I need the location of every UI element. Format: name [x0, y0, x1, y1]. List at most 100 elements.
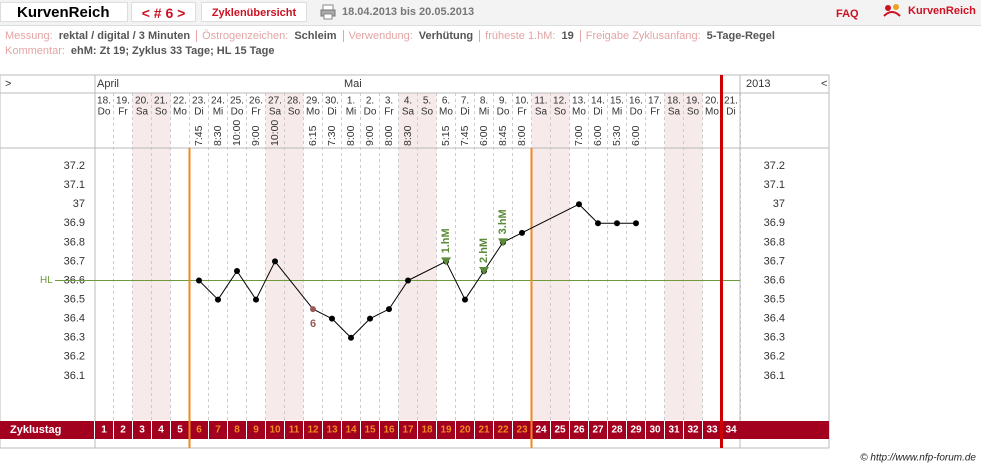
cycle-day: 7: [215, 425, 221, 436]
temp-segment: [274, 261, 314, 310]
temp-segment: [331, 318, 352, 339]
y-tick-label: 36.7: [764, 255, 785, 267]
temp-segment: [483, 242, 504, 272]
weekday-label: Mi: [346, 107, 357, 118]
date-label: 14.: [591, 96, 605, 107]
weekday-label: Sa: [136, 107, 149, 118]
temp-segment: [521, 203, 580, 234]
cycle-day: 16: [383, 425, 395, 436]
time-label: 6:00: [592, 125, 604, 146]
y-tick-label: 36.2: [64, 351, 85, 363]
weekday-label: Fr: [517, 107, 527, 118]
footer: © http://www.nfp-forum.de: [860, 453, 976, 464]
info-label: Freigabe Zyklusanfang:: [579, 30, 701, 42]
weekday-label: Do: [98, 107, 111, 118]
weekday-label: Sa: [535, 107, 548, 118]
weekday-label: So: [554, 107, 567, 118]
cycle-nav[interactable]: < # 6 >: [131, 2, 196, 22]
faq-link[interactable]: FAQ: [836, 8, 859, 20]
weekend-shade: [664, 93, 684, 420]
weekday-label: Mi: [479, 107, 490, 118]
temp-segment: [236, 270, 257, 300]
date-label: 19.: [686, 96, 700, 107]
cycle-day: 32: [687, 425, 699, 436]
weekday-label: Di: [327, 107, 336, 118]
print-icon[interactable]: [320, 4, 336, 20]
date-label: 21.: [724, 96, 738, 107]
date-label: 10.: [515, 96, 529, 107]
weekday-label: Di: [593, 107, 602, 118]
cycle-day: 31: [668, 425, 680, 436]
info-label: Kommentar:: [5, 45, 65, 57]
time-label: 8:30: [402, 125, 414, 146]
time-label: 10:00: [231, 120, 243, 146]
y-tick-label: 36.7: [64, 255, 85, 267]
hm-marker: [441, 257, 451, 266]
cycle-day: 28: [611, 425, 623, 436]
date-label: 24.: [211, 96, 225, 107]
y-tick-label: 36.1: [764, 370, 785, 382]
date-label: 18.: [667, 96, 681, 107]
temp-point: [253, 296, 259, 303]
weekday-label: Do: [364, 107, 377, 118]
info-value: rektal / digital / 3 Minuten: [58, 30, 191, 42]
logo-icon: [883, 4, 901, 17]
time-label: 5:30: [611, 125, 623, 146]
cycle-day: 20: [459, 425, 471, 436]
disturbance-label: 6: [310, 318, 316, 330]
hm-label: 3.hM: [497, 209, 509, 234]
temp-point: [405, 277, 411, 284]
y-tick-label: 36.5: [764, 293, 785, 305]
weekday-label: Mo: [572, 107, 586, 118]
time-label: 7:45: [459, 125, 471, 146]
time-label: 7:30: [326, 125, 338, 146]
cycle-day: 19: [440, 425, 452, 436]
cycle-day: 27: [592, 425, 604, 436]
y-tick-label: 36.6: [764, 274, 785, 286]
nav-next[interactable]: <: [821, 78, 827, 90]
temp-segment: [198, 280, 219, 300]
cycle-label: Zyklustag: [10, 424, 61, 436]
cycle-day: 6: [196, 425, 202, 436]
date-label: 25.: [230, 96, 244, 107]
cycle-day: 2: [120, 425, 126, 436]
time-label: 10:00: [269, 120, 281, 146]
weekend-shade: [132, 93, 152, 420]
y-tick-label: 36.9: [764, 217, 785, 229]
weekday-label: Do: [231, 107, 244, 118]
overview-link[interactable]: Zyklenübersicht: [201, 2, 307, 22]
app-name[interactable]: KurvenReich: [0, 2, 128, 22]
cycle-day: 11: [289, 425, 300, 436]
temp-point: [576, 201, 582, 208]
date-label: 26.: [249, 96, 263, 107]
weekday-label: Mo: [306, 107, 320, 118]
date-label: 4.: [404, 96, 412, 107]
cycle-day: 5: [177, 425, 183, 436]
weekend-shade: [417, 93, 437, 420]
temp-segment: [217, 270, 238, 300]
date-label: 6.: [442, 96, 450, 107]
y-tick-label: 36.3: [64, 332, 85, 344]
date-label: 20.: [135, 96, 149, 107]
nav-prev[interactable]: >: [5, 78, 11, 90]
cycle-day: 18: [421, 425, 433, 436]
y-tick-label: 36.8: [764, 236, 785, 248]
y-tick-label: 36.8: [64, 236, 85, 248]
weekday-label: So: [421, 107, 434, 118]
cycle-day: 22: [497, 425, 509, 436]
coverline-label: HL: [40, 275, 53, 286]
weekday-label: Sa: [668, 107, 681, 118]
year-label: 2013: [746, 78, 770, 90]
info-label: früheste 1.hM:: [479, 30, 556, 42]
weekday-label: Do: [497, 107, 510, 118]
date-label: 11.: [534, 96, 547, 107]
temp-point: [519, 229, 525, 236]
date-label: 23.: [192, 96, 206, 107]
temp-point: [633, 220, 639, 227]
weekday-label: Fr: [650, 107, 660, 118]
y-tick-label: 37.1: [764, 179, 785, 191]
y-tick-label: 36.4: [764, 313, 785, 325]
temp-segment: [369, 308, 390, 320]
